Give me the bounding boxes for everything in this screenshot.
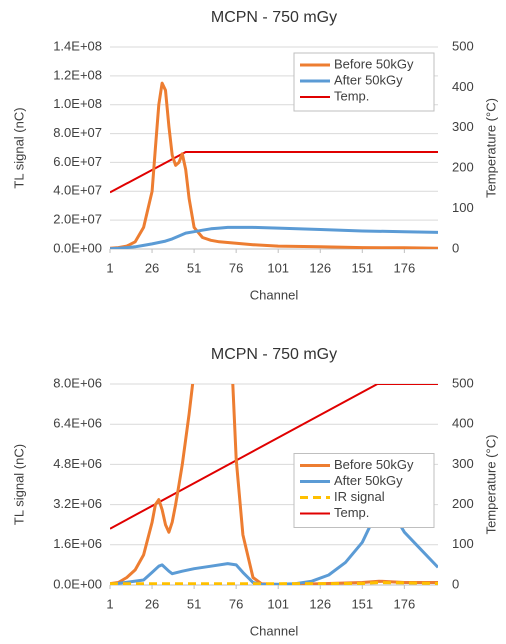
x-tick-label: 51 xyxy=(187,596,201,611)
y-tick-label: 1.6E+06 xyxy=(53,536,102,551)
y-tick-label: 8.0E+07 xyxy=(53,125,102,140)
y-tick-label: 8.0E+06 xyxy=(53,375,102,390)
y-tick-label: 4.8E+06 xyxy=(53,456,102,471)
x-tick-label: 151 xyxy=(351,260,373,275)
x-tick-label: 1 xyxy=(106,596,113,611)
x-axis-label: Channel xyxy=(250,623,299,638)
y2-tick-label: 200 xyxy=(452,496,474,511)
y2-tick-label: 300 xyxy=(452,456,474,471)
y2-tick-label: 0 xyxy=(452,240,459,255)
legend-label: Before 50kGy xyxy=(334,56,414,71)
y2-tick-label: 400 xyxy=(452,79,474,94)
y-tick-label: 1.0E+08 xyxy=(53,96,102,111)
y-tick-label: 3.2E+06 xyxy=(53,496,102,511)
x-tick-label: 126 xyxy=(309,596,331,611)
legend-label: After 50kGy xyxy=(334,473,403,488)
y2-tick-label: 400 xyxy=(452,416,474,431)
y-tick-label: 0.0E+00 xyxy=(53,240,102,255)
y-tick-label: 4.0E+07 xyxy=(53,183,102,198)
y2-tick-label: 200 xyxy=(452,160,474,175)
chart-title: MCPN - 750 mGy xyxy=(211,346,337,363)
series-line xyxy=(110,384,438,530)
legend-label: Before 50kGy xyxy=(334,457,414,472)
y2-tick-label: 100 xyxy=(452,200,474,215)
x-tick-label: 101 xyxy=(267,596,289,611)
chart-title: MCPN - 750 mGy xyxy=(211,9,337,26)
x-tick-label: 126 xyxy=(309,260,331,275)
x-axis-label: Channel xyxy=(250,287,299,302)
x-tick-label: 101 xyxy=(267,260,289,275)
x-tick-label: 76 xyxy=(229,260,243,275)
legend-label: Temp. xyxy=(334,505,369,520)
y-axis-label: TL signal (nC) xyxy=(11,444,26,525)
y-tick-label: 1.4E+08 xyxy=(53,38,102,53)
x-tick-label: 1 xyxy=(106,260,113,275)
x-tick-label: 26 xyxy=(145,260,159,275)
series-line xyxy=(110,81,438,249)
series-line xyxy=(110,581,438,585)
y2-axis-label: Temperature (°C) xyxy=(483,98,498,198)
x-tick-label: 26 xyxy=(145,596,159,611)
x-tick-label: 51 xyxy=(187,260,201,275)
legend-label: After 50kGy xyxy=(334,72,403,87)
legend-label: Temp. xyxy=(334,88,369,103)
y-tick-label: 2.0E+07 xyxy=(53,212,102,227)
series-line xyxy=(110,151,438,194)
y2-tick-label: 300 xyxy=(452,119,474,134)
x-tick-label: 176 xyxy=(394,596,416,611)
y2-tick-label: 0 xyxy=(452,576,459,591)
y-tick-label: 6.4E+06 xyxy=(53,416,102,431)
legend-label: IR signal xyxy=(334,489,385,504)
y2-tick-label: 100 xyxy=(452,536,474,551)
y-tick-label: 1.2E+08 xyxy=(53,67,102,82)
x-tick-label: 76 xyxy=(229,596,243,611)
x-tick-label: 176 xyxy=(394,260,416,275)
y2-tick-label: 500 xyxy=(452,38,474,53)
y2-axis-label: Temperature (°C) xyxy=(483,435,498,535)
y-tick-label: 0.0E+00 xyxy=(53,576,102,591)
x-tick-label: 151 xyxy=(351,596,373,611)
y2-tick-label: 500 xyxy=(452,375,474,390)
series-line xyxy=(110,225,438,249)
y-axis-label: TL signal (nC) xyxy=(11,107,26,188)
y-tick-label: 6.0E+07 xyxy=(53,154,102,169)
